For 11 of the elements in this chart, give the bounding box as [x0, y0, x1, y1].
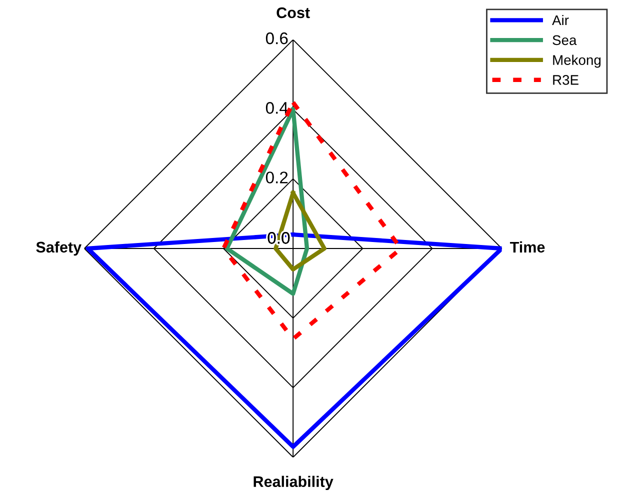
legend-label: Air: [552, 14, 569, 26]
spoke-label: Time: [510, 241, 545, 253]
y-tick-label: 0.4: [266, 102, 288, 114]
y-tick-label: 0.6: [266, 32, 288, 44]
legend-label: Mekong: [553, 54, 601, 68]
spoke-label: Cost: [276, 7, 310, 18]
y-tick-label: 0.2: [266, 172, 288, 184]
legend-label: Sea: [552, 35, 577, 46]
spoke-label: Safety: [36, 241, 82, 256]
spoke-label: Realiability: [254, 476, 334, 490]
legend-label: R3E: [553, 75, 578, 85]
